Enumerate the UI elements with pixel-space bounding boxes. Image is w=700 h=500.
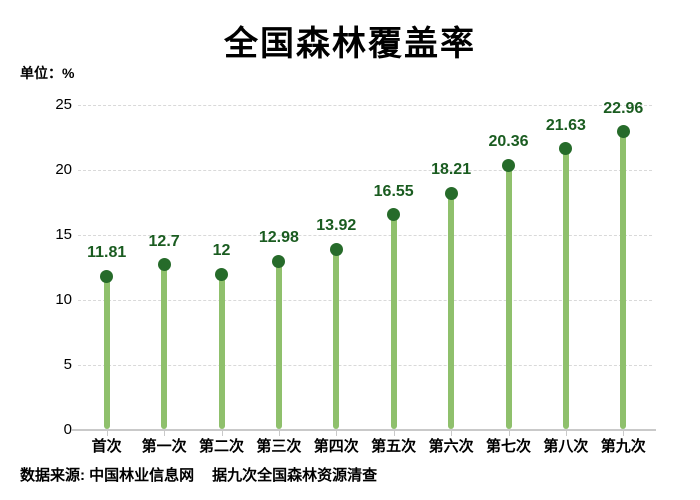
value-label: 16.55 <box>373 182 414 200</box>
gridline <box>78 170 652 171</box>
x-axis-tick <box>164 431 166 436</box>
value-label: 18.21 <box>431 161 472 179</box>
lollipop-dot <box>444 186 458 200</box>
value-label: 22.96 <box>603 99 644 117</box>
lollipop-dot <box>100 269 114 283</box>
lollipop-dot <box>215 267 228 281</box>
lollipop-stem <box>505 165 512 429</box>
x-category-label: 第七次 <box>485 438 531 455</box>
x-axis-tick <box>623 431 625 436</box>
data-note-text: 据九次全国森林资源清查 <box>212 467 378 484</box>
y-tick-label: 10 <box>55 291 72 308</box>
y-tick-label: 5 <box>63 356 72 373</box>
unit-label: 单位：% <box>20 65 75 81</box>
value-label: 13.92 <box>316 217 357 235</box>
x-category-label: 第四次 <box>313 438 359 455</box>
lollipop-stem <box>620 131 627 429</box>
lollipop-dot <box>502 158 515 172</box>
x-category-label: 首次 <box>91 438 122 455</box>
data-source: 数据来源: 中国林业信息网 据九次全国森林资源清查 <box>20 464 377 485</box>
x-category-label: 第九次 <box>600 438 646 455</box>
lollipop-stem <box>103 276 110 429</box>
lollipop-dot <box>272 254 286 268</box>
lollipop-dot <box>616 125 630 139</box>
x-axis-tick <box>336 431 338 436</box>
value-label: 12.98 <box>258 229 299 247</box>
lollipop-dot <box>387 208 401 222</box>
y-tick-label: 25 <box>55 96 72 113</box>
x-category-label: 第二次 <box>198 438 244 455</box>
gridline <box>78 300 652 301</box>
x-axis-tick <box>451 431 453 436</box>
x-axis-tick <box>278 431 280 436</box>
lollipop-dot <box>559 142 573 156</box>
chart-title: 全国森林覆盖率 <box>224 25 476 63</box>
lollipop-stem <box>275 261 282 429</box>
gridline <box>78 105 652 106</box>
x-category-label: 第六次 <box>428 438 474 455</box>
lollipop-stem <box>562 148 569 429</box>
gridline <box>78 365 652 366</box>
x-axis-tick <box>106 431 108 436</box>
lollipop-stem <box>448 193 455 429</box>
x-category-label: 第三次 <box>256 438 302 455</box>
y-tick-label: 0 <box>63 421 72 438</box>
x-axis-line <box>72 429 656 431</box>
x-axis-tick <box>508 431 510 436</box>
value-label: 12 <box>212 242 231 259</box>
x-axis-tick <box>221 431 223 436</box>
gridline <box>78 235 652 236</box>
lollipop-stem <box>390 214 397 429</box>
lollipop-stem <box>218 274 225 429</box>
x-category-label: 第一次 <box>141 438 187 455</box>
lollipop-dot <box>329 242 343 256</box>
lollipop-stem <box>333 249 340 429</box>
lollipop-stem <box>161 264 168 429</box>
value-label: 21.63 <box>545 116 586 134</box>
lollipop-dot <box>157 258 171 272</box>
x-axis-tick <box>565 431 567 436</box>
data-source-text: 数据来源: 中国林业信息网 <box>20 467 195 484</box>
x-category-label: 第五次 <box>371 438 417 455</box>
value-label: 11.81 <box>87 244 127 262</box>
value-label: 20.36 <box>488 133 529 151</box>
x-category-label: 第八次 <box>543 438 589 455</box>
y-tick-label: 15 <box>55 226 72 243</box>
x-axis-tick <box>393 431 395 436</box>
value-label: 12.7 <box>148 232 180 250</box>
y-tick-label: 20 <box>55 161 72 178</box>
